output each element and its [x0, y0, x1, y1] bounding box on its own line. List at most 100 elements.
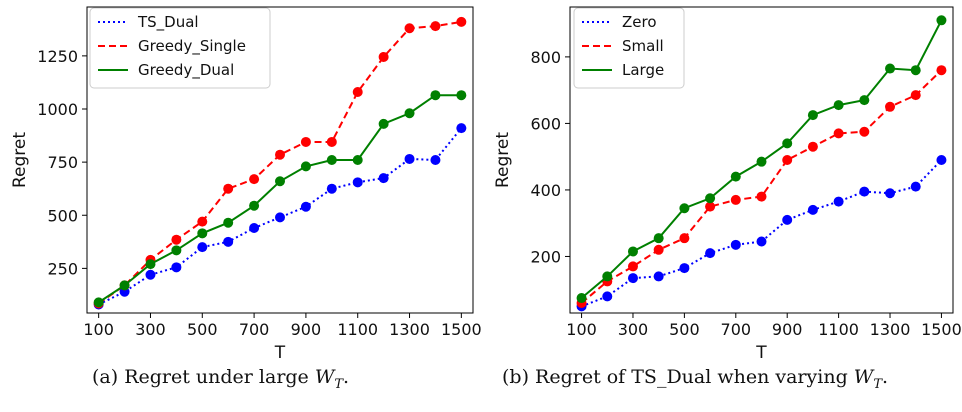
data-point — [93, 297, 104, 308]
data-point — [782, 155, 793, 165]
data-point — [679, 203, 690, 214]
data-point — [404, 153, 415, 164]
caption-b-math: W — [853, 366, 874, 388]
legend-entry: Large — [622, 61, 664, 79]
x-tick-label: 700 — [721, 320, 752, 339]
legend-entry: Zero — [622, 13, 657, 31]
data-point — [730, 239, 741, 250]
x-tick-label: 500 — [187, 320, 218, 339]
data-point — [756, 156, 767, 167]
data-point — [145, 269, 156, 280]
caption-a-sub: T — [334, 376, 344, 392]
data-point — [679, 263, 690, 274]
data-point — [300, 201, 311, 212]
plot-frame — [86, 6, 474, 314]
data-point — [223, 217, 234, 228]
data-point — [119, 280, 130, 291]
data-point — [885, 101, 896, 112]
legend-entry: Greedy_Dual — [138, 61, 234, 80]
data-point — [730, 194, 741, 205]
data-point — [782, 214, 793, 225]
x-tick-label: 300 — [618, 320, 649, 339]
caption-a: (a) Regret under large WT. — [92, 366, 349, 392]
data-point — [430, 90, 441, 101]
data-point — [326, 183, 337, 194]
y-tick-label: 1250 — [37, 47, 78, 66]
data-point — [936, 65, 947, 76]
data-point — [885, 188, 896, 199]
y-tick-label: 800 — [530, 48, 561, 67]
data-point — [171, 262, 182, 273]
data-point — [602, 271, 613, 282]
x-axis-label: T — [755, 343, 767, 363]
data-point — [275, 149, 285, 160]
data-point — [326, 136, 337, 147]
chart-a: 100 300 500 700 900 1100 1300 1500 250 500 750 1000… — [10, 6, 482, 363]
x-tick-label: 500 — [669, 320, 700, 339]
data-point — [602, 291, 613, 302]
data-point — [859, 95, 870, 106]
data-point — [300, 136, 311, 147]
x-tick-label: 1300 — [870, 320, 911, 339]
data-point — [910, 65, 921, 76]
data-point — [249, 174, 260, 185]
data-point — [145, 259, 156, 270]
data-point — [627, 273, 638, 284]
data-point — [197, 228, 208, 239]
data-point — [653, 244, 664, 255]
legend-box — [89, 7, 271, 89]
legend-entry: Small — [622, 37, 664, 55]
data-point — [705, 201, 716, 212]
series-line — [581, 159, 943, 308]
data-point — [653, 271, 664, 282]
caption-b-text: (b) Regret of TS_Dual when varying — [502, 366, 854, 388]
data-point — [223, 183, 234, 194]
y-tick-label: 600 — [530, 114, 561, 133]
data-point — [833, 100, 844, 111]
y-tick-label: 750 — [47, 153, 78, 172]
data-point — [576, 293, 587, 304]
chart-b: 100 300 500 700 900 1100 1300 1500 200 400 600 800 T… — [493, 6, 962, 363]
data-point — [171, 234, 182, 245]
data-point — [378, 51, 389, 62]
data-point — [807, 204, 818, 215]
series-zero — [576, 155, 947, 312]
data-point — [859, 186, 870, 197]
x-tick-label: 900 — [291, 320, 322, 339]
data-point — [352, 155, 363, 165]
data-point — [756, 236, 767, 247]
data-point — [756, 191, 767, 202]
data-point — [430, 21, 441, 32]
data-point — [782, 138, 793, 149]
data-point — [627, 246, 638, 257]
x-tick-label: 100 — [83, 320, 114, 339]
data-point — [456, 90, 467, 101]
series-large — [576, 15, 947, 304]
plot-frame — [569, 6, 954, 314]
x-tick-label: 1100 — [337, 320, 378, 339]
data-point — [807, 141, 818, 152]
data-point — [378, 173, 389, 184]
x-tick-label: 1500 — [441, 320, 482, 339]
data-point — [807, 110, 818, 121]
x-tick-label: 900 — [772, 320, 803, 339]
legend-entry: TS_Dual — [137, 13, 199, 32]
data-point — [326, 155, 337, 165]
data-point — [456, 123, 467, 134]
data-point — [859, 126, 870, 137]
y-tick-label: 400 — [530, 181, 561, 200]
data-point — [197, 242, 208, 253]
caption-a-text: (a) Regret under large — [92, 366, 315, 388]
data-point — [833, 196, 844, 207]
x-tick-label: 1500 — [921, 320, 962, 339]
data-point — [936, 15, 947, 26]
data-point — [404, 108, 415, 119]
data-point — [275, 176, 285, 187]
data-point — [430, 155, 441, 165]
data-point — [223, 236, 234, 247]
data-point — [300, 161, 311, 172]
data-point — [730, 171, 741, 182]
legend-box — [573, 7, 685, 89]
data-point — [936, 155, 947, 165]
